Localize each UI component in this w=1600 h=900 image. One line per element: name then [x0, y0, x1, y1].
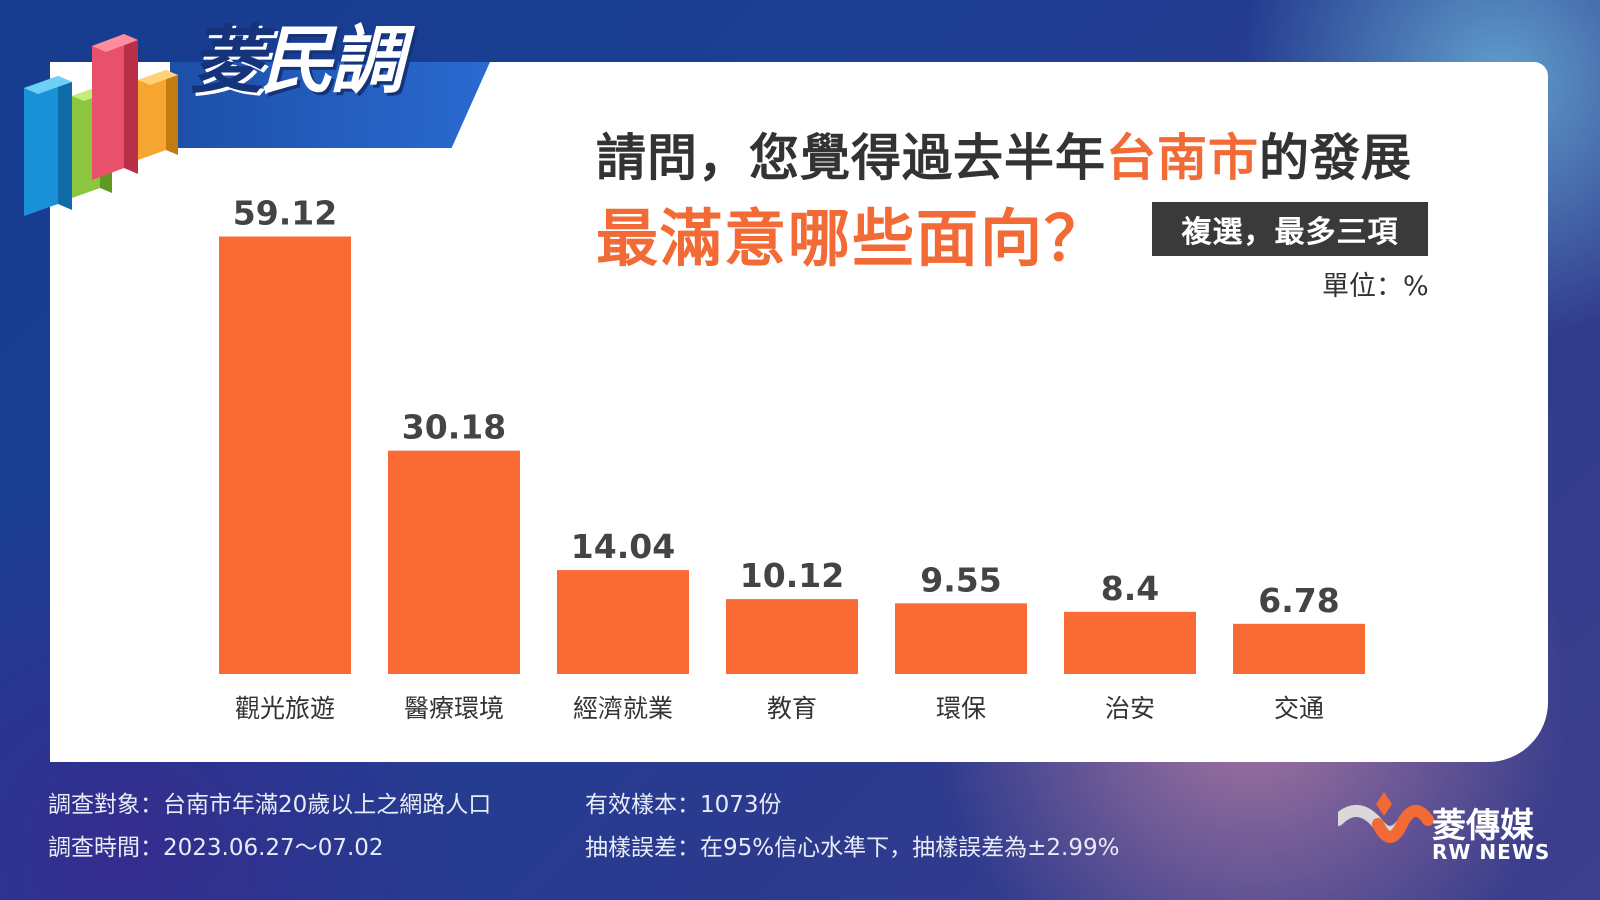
bar-value-label-0: 59.12 [233, 194, 337, 233]
logo-banner [170, 62, 490, 148]
unit-label: 單位：% [1322, 271, 1429, 302]
category-label-5: 治安 [1105, 694, 1155, 723]
title-suffix: 的發展 [1259, 129, 1412, 187]
rw-news-logo-icon [1338, 792, 1434, 843]
bar-value-label-6: 6.78 [1258, 581, 1339, 620]
chart-title-line2: 最滿意哪些面向？ [596, 202, 1109, 275]
bar-value-label-4: 9.55 [920, 560, 1001, 599]
category-label-1: 醫療環境 [404, 694, 504, 723]
brand-logo-part1: 菱 [190, 18, 264, 104]
bar-value-label-1: 30.18 [402, 408, 506, 447]
category-label-6: 交通 [1274, 694, 1324, 723]
category-label-3: 教育 [767, 694, 817, 723]
publisher-name: 菱傳媒 [1432, 806, 1534, 846]
category-label-0: 觀光旅遊 [235, 694, 335, 723]
bar-4 [895, 603, 1027, 674]
bar-3 [726, 599, 858, 674]
publisher-sub: RW NEWS [1432, 840, 1551, 864]
brand-logo-text: 菱民調 [190, 24, 404, 98]
sampling-error: 抽樣誤差：在95%信心水準下，抽樣誤差為±2.99% [585, 835, 1120, 861]
title-prefix: 請問，您覺得過去半年 [596, 129, 1106, 187]
survey-subject: 調查對象：台南市年滿20歲以上之網路人口 [48, 792, 492, 818]
bar-1 [388, 450, 520, 674]
survey-period: 調查時間：2023.06.27～07.02 [48, 835, 384, 861]
multiple-choice-badge: 複選，最多三項 [1152, 202, 1428, 256]
category-label-4: 環保 [936, 694, 986, 723]
brand-logo-part2: 民調 [260, 18, 404, 104]
bar-5 [1064, 611, 1196, 674]
title-highlight: 台南市 [1106, 129, 1259, 187]
bar-0 [219, 236, 351, 674]
bar-2 [557, 570, 689, 674]
poll-logo-icon [24, 34, 178, 216]
sample-size: 有效樣本：1073份 [585, 792, 782, 818]
category-label-2: 經濟就業 [573, 694, 673, 723]
chart-title-line1: 請問，您覺得過去半年台南市的發展 [596, 118, 1412, 190]
bar-6 [1233, 623, 1365, 674]
bar-value-label-3: 10.12 [740, 556, 844, 595]
bar-value-label-5: 8.4 [1101, 569, 1159, 608]
bar-value-label-2: 14.04 [571, 527, 675, 566]
